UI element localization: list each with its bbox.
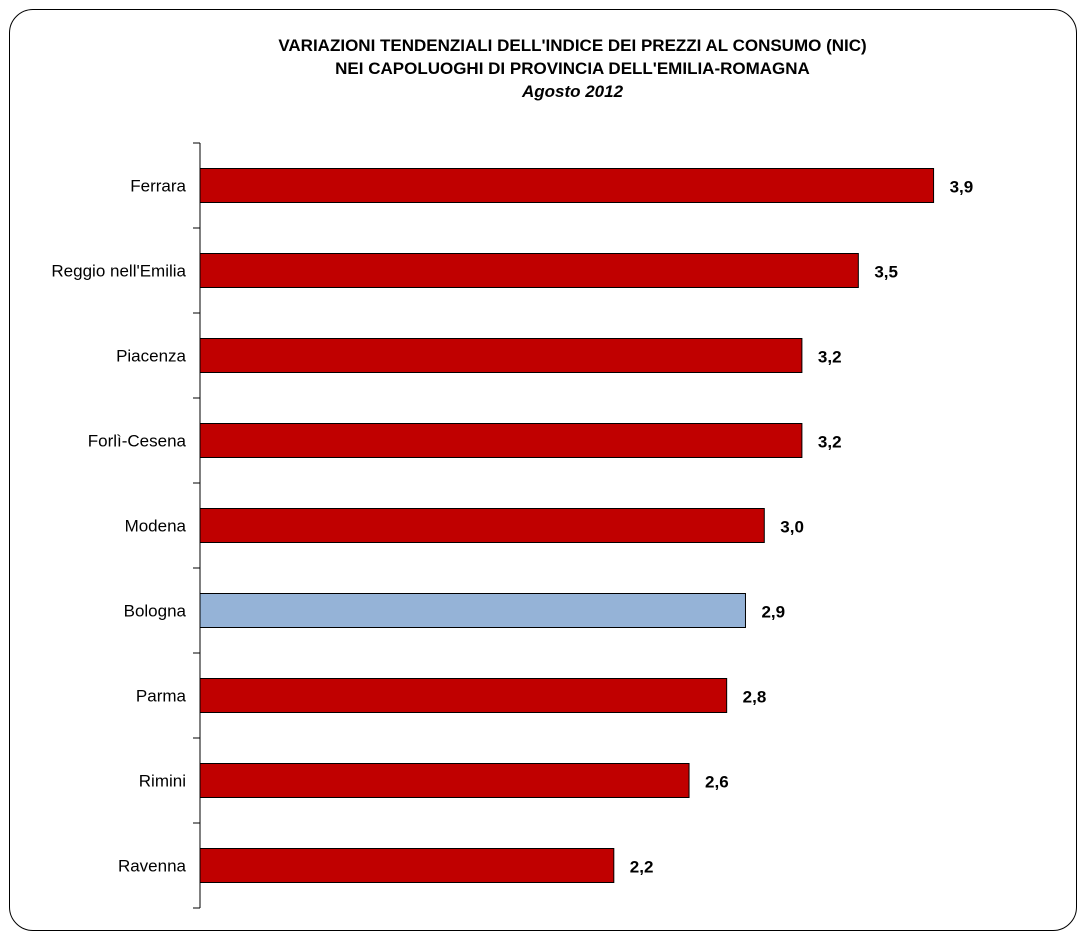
category-label: Forlì-Cesena: [88, 432, 187, 451]
chart-title-line-1: VARIAZIONI TENDENZIALI DELL'INDICE DEI P…: [278, 36, 867, 55]
chart-title-line-2: NEI CAPOLUOGHI DI PROVINCIA DELL'EMILIA-…: [335, 59, 810, 78]
data-label: 3,0: [780, 518, 804, 537]
category-label: Bologna: [124, 602, 187, 621]
bar: [199, 168, 935, 203]
bar: [199, 338, 803, 373]
chart-subtitle: Agosto 2012: [521, 82, 624, 101]
bar: [199, 678, 728, 713]
data-label: 3,2: [818, 433, 842, 452]
bar: [199, 508, 765, 543]
data-label: 2,6: [705, 773, 729, 792]
bar: [199, 848, 615, 883]
data-label: 3,2: [818, 348, 842, 367]
data-label: 2,8: [743, 688, 767, 707]
category-label: Ravenna: [118, 857, 187, 876]
bar: [199, 763, 690, 798]
chart-title: VARIAZIONI TENDENZIALI DELL'INDICE DEI P…: [0, 34, 1088, 103]
bar: [199, 253, 859, 288]
data-label: 3,5: [874, 263, 898, 282]
category-label: Piacenza: [116, 347, 186, 366]
category-label: Reggio nell'Emilia: [51, 262, 186, 281]
category-label: Modena: [125, 517, 187, 536]
bar: [199, 593, 746, 628]
data-label: 2,2: [630, 858, 654, 877]
category-label: Rimini: [139, 772, 186, 791]
data-label: 3,9: [950, 178, 974, 197]
bar: [199, 423, 803, 458]
category-label: Ferrara: [130, 177, 186, 196]
category-label: Parma: [136, 687, 187, 706]
data-label: 2,9: [761, 603, 785, 622]
